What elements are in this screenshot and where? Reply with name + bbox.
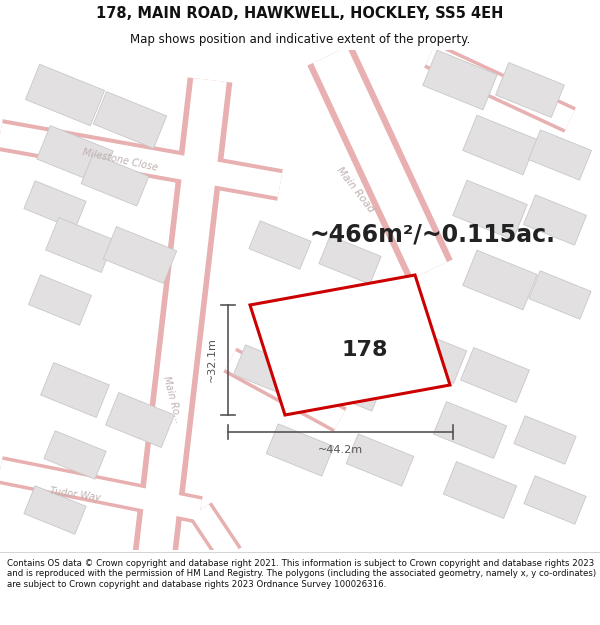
Polygon shape	[0, 460, 202, 520]
Text: Milestone Close: Milestone Close	[82, 147, 158, 173]
Polygon shape	[0, 456, 203, 524]
Polygon shape	[514, 416, 576, 464]
Polygon shape	[529, 130, 592, 180]
Polygon shape	[233, 345, 296, 395]
Polygon shape	[25, 64, 104, 126]
Polygon shape	[319, 236, 381, 284]
Polygon shape	[188, 503, 242, 562]
Polygon shape	[138, 78, 227, 557]
Text: Contains OS data © Crown copyright and database right 2021. This information is : Contains OS data © Crown copyright and d…	[7, 559, 596, 589]
Polygon shape	[425, 46, 574, 129]
Polygon shape	[0, 119, 283, 201]
Polygon shape	[394, 327, 467, 383]
Polygon shape	[191, 504, 239, 561]
Polygon shape	[524, 195, 586, 245]
Polygon shape	[524, 476, 586, 524]
Polygon shape	[24, 181, 86, 229]
Text: Tudor Way: Tudor Way	[49, 486, 101, 504]
Polygon shape	[133, 78, 232, 558]
Polygon shape	[424, 42, 576, 132]
Polygon shape	[463, 115, 537, 175]
Polygon shape	[46, 217, 115, 272]
Polygon shape	[346, 434, 414, 486]
Polygon shape	[266, 424, 334, 476]
Polygon shape	[307, 44, 452, 281]
Polygon shape	[37, 126, 113, 184]
Text: 178, MAIN ROAD, HAWKWELL, HOCKLEY, SS5 4EH: 178, MAIN ROAD, HAWKWELL, HOCKLEY, SS5 4…	[97, 6, 503, 21]
Polygon shape	[29, 275, 91, 325]
Polygon shape	[443, 462, 517, 518]
Polygon shape	[103, 227, 176, 283]
Polygon shape	[223, 348, 347, 432]
Polygon shape	[529, 271, 591, 319]
Polygon shape	[250, 275, 450, 415]
Polygon shape	[313, 47, 447, 278]
Polygon shape	[433, 402, 506, 458]
Polygon shape	[453, 180, 527, 240]
Polygon shape	[81, 154, 149, 206]
Text: 178: 178	[342, 340, 388, 360]
Polygon shape	[316, 359, 384, 411]
Polygon shape	[423, 50, 497, 110]
Polygon shape	[463, 250, 537, 310]
Polygon shape	[106, 392, 175, 448]
Polygon shape	[94, 92, 167, 148]
Polygon shape	[41, 362, 109, 418]
Text: Main Ro...: Main Ro...	[161, 375, 183, 425]
Text: ~32.1m: ~32.1m	[207, 338, 217, 382]
Polygon shape	[225, 351, 345, 429]
Text: Map shows position and indicative extent of the property.: Map shows position and indicative extent…	[130, 32, 470, 46]
Text: ~44.2m: ~44.2m	[318, 445, 363, 455]
Polygon shape	[44, 431, 106, 479]
Polygon shape	[0, 123, 282, 197]
Polygon shape	[24, 486, 86, 534]
Polygon shape	[461, 348, 529, 403]
Polygon shape	[496, 62, 565, 118]
Polygon shape	[249, 221, 311, 269]
Text: Main Road: Main Road	[334, 166, 376, 214]
Text: ~466m²/~0.115ac.: ~466m²/~0.115ac.	[310, 223, 556, 247]
